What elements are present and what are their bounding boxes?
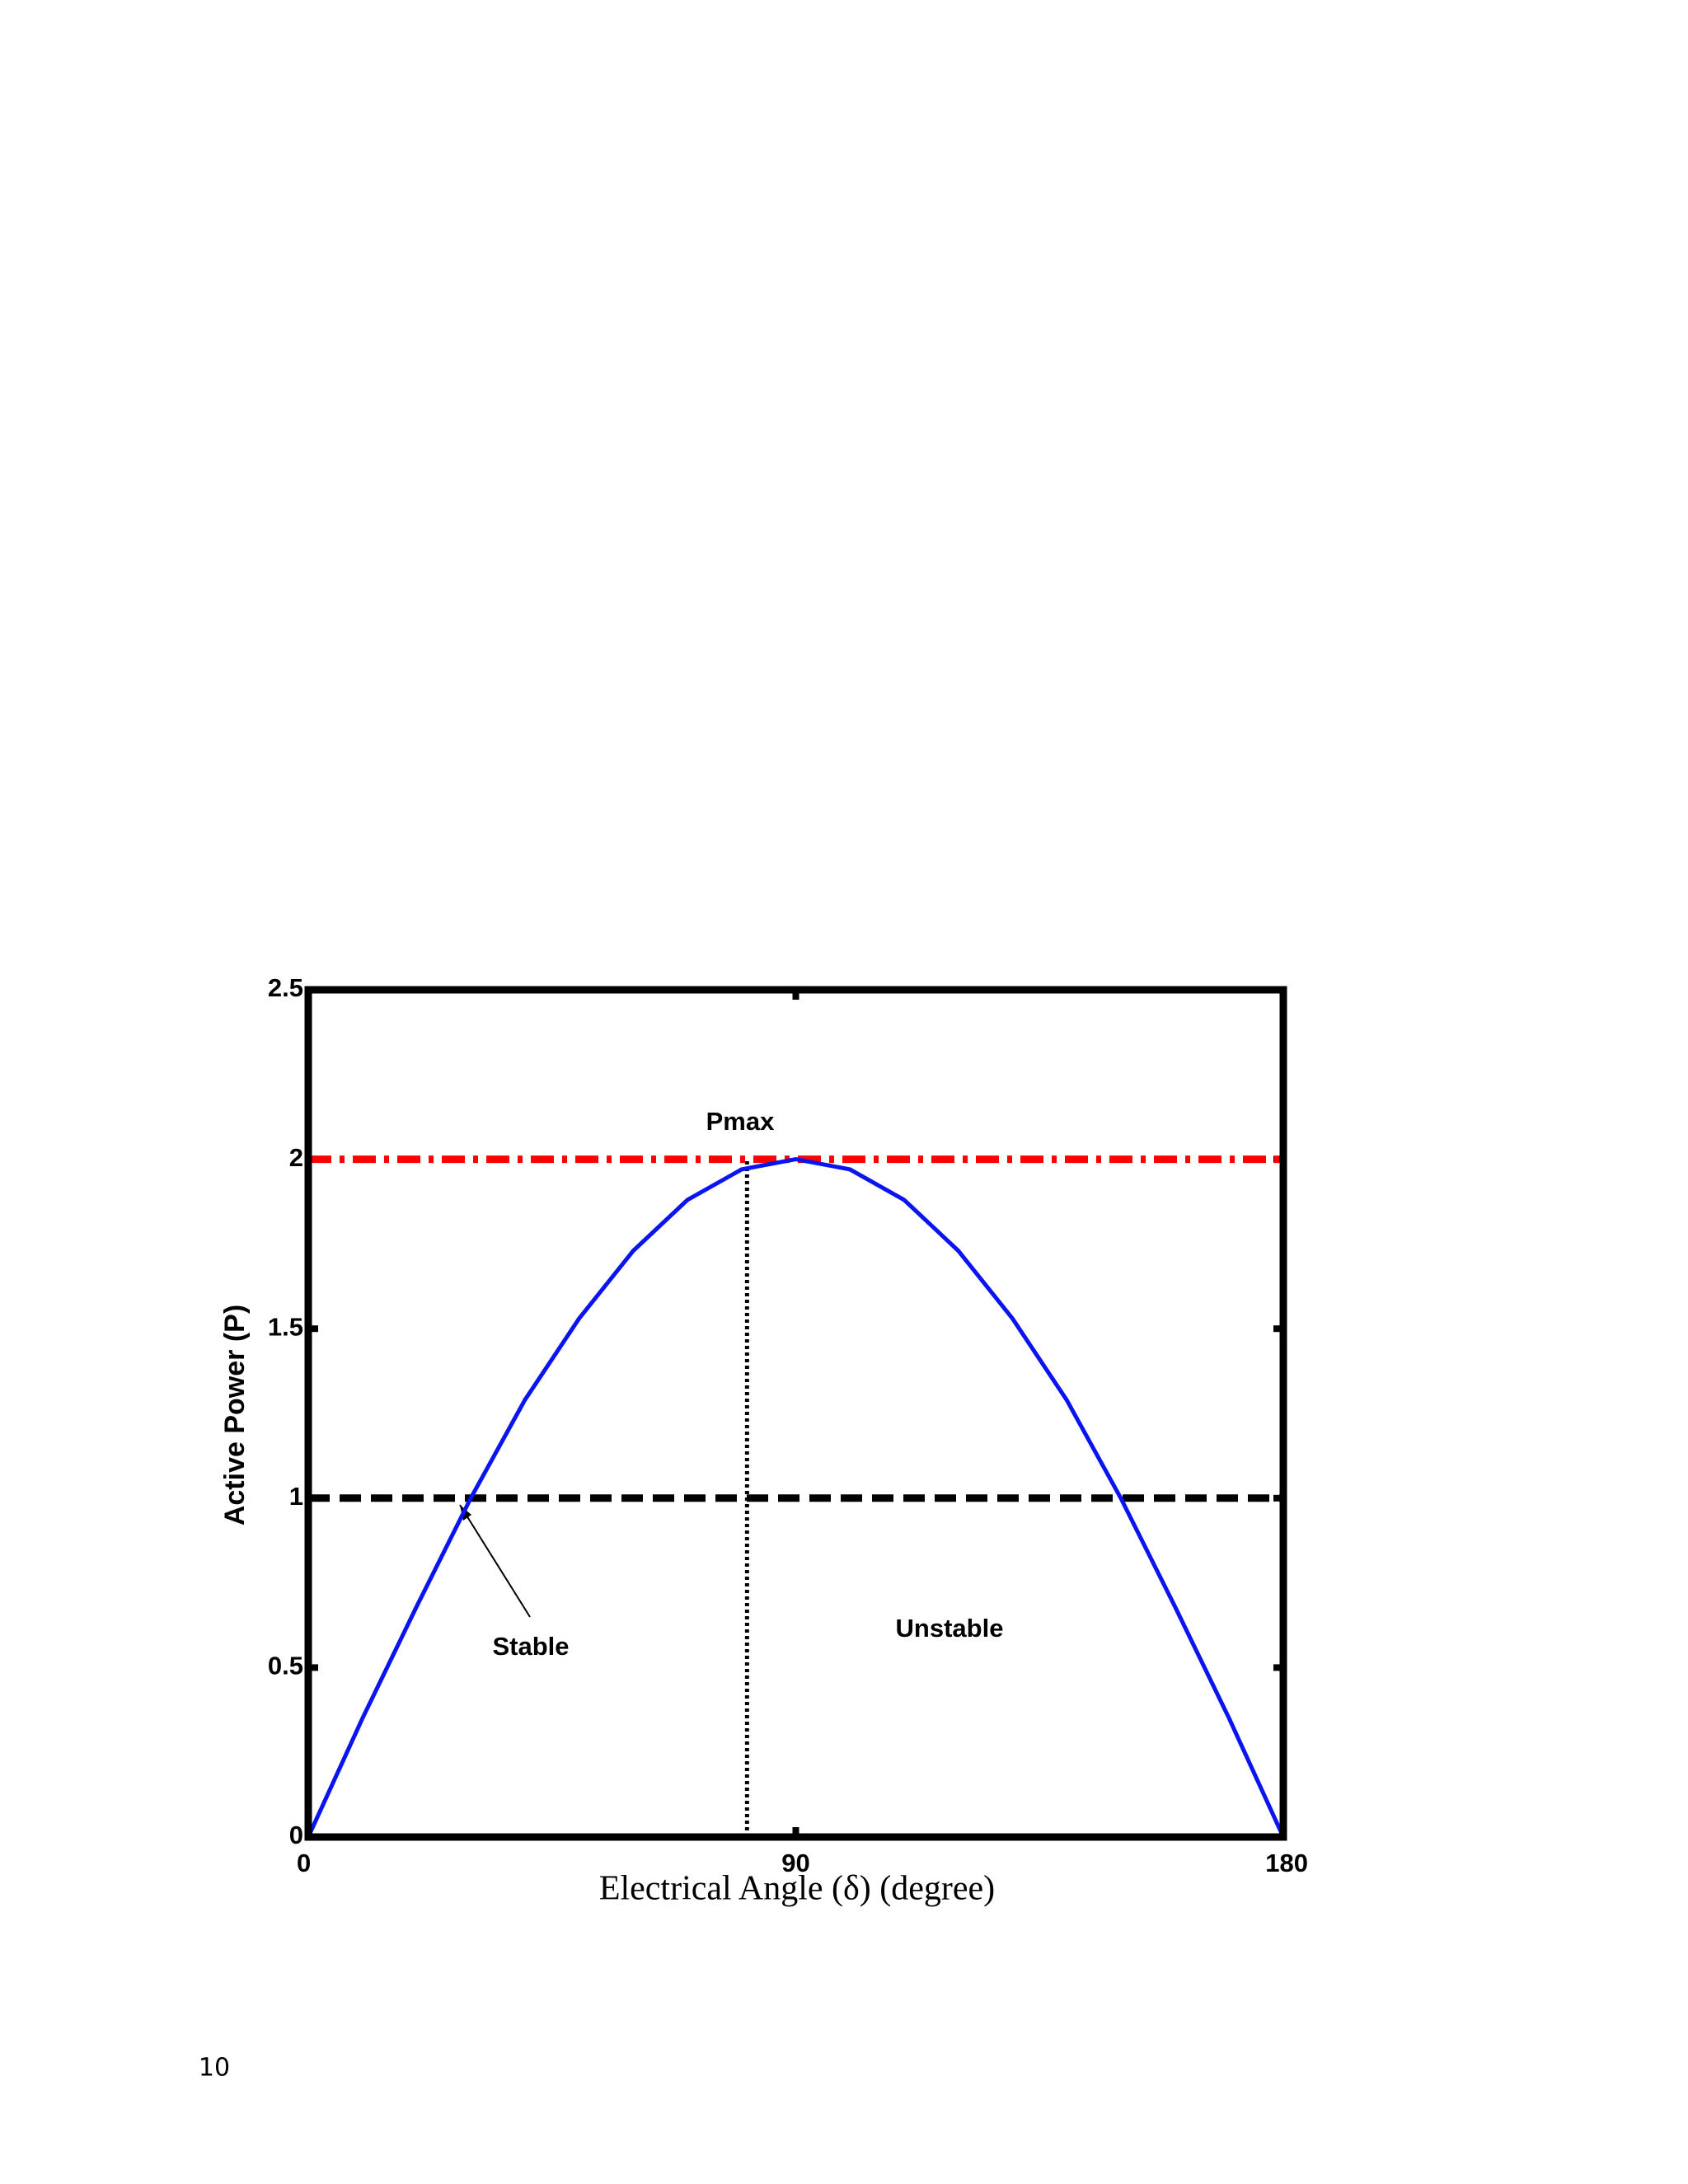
x-tick-label: 180 <box>1265 1849 1308 1877</box>
annotation-arrow <box>459 1504 531 1618</box>
annotation: Stable <box>492 1632 569 1661</box>
y-tick-label: 0.5 <box>268 1652 303 1680</box>
x-tick-label: 90 <box>781 1849 809 1877</box>
y-tick-label: 1 <box>289 1482 303 1511</box>
y-tick-label: 2 <box>289 1143 303 1172</box>
annotation: Unstable <box>896 1614 1004 1643</box>
plot-frame <box>304 986 1287 1841</box>
series-line <box>306 1157 1286 1839</box>
annotation: Pmax <box>706 1107 775 1136</box>
x-tick-label: 0 <box>297 1849 311 1877</box>
x-axis-label: Electrical Angle (δ) (degree) <box>599 1870 995 1908</box>
y-tick-label: 0 <box>289 1821 303 1849</box>
y-axis-label: Active Power (P) <box>219 1305 251 1526</box>
page-number: 10 <box>199 2054 230 2083</box>
y-tick-label: 2.5 <box>268 973 303 1002</box>
y-tick-label: 1.5 <box>268 1312 303 1341</box>
